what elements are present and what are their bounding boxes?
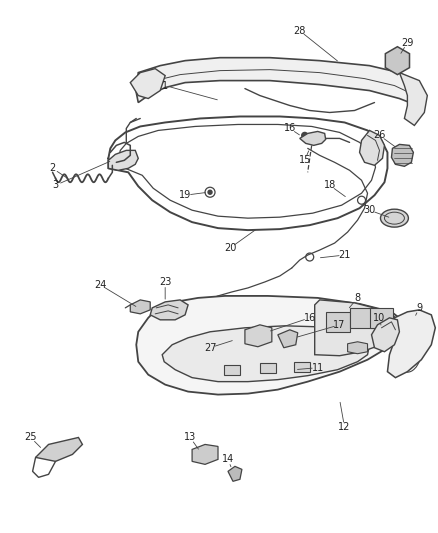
Polygon shape xyxy=(348,342,367,354)
Text: 24: 24 xyxy=(94,280,106,290)
Polygon shape xyxy=(162,326,370,382)
Text: 14: 14 xyxy=(222,455,234,464)
Polygon shape xyxy=(278,330,298,348)
Polygon shape xyxy=(35,438,82,462)
Text: 29: 29 xyxy=(401,38,413,48)
Polygon shape xyxy=(245,325,272,347)
Polygon shape xyxy=(388,310,435,378)
Polygon shape xyxy=(385,47,410,75)
Polygon shape xyxy=(136,296,404,394)
Polygon shape xyxy=(228,466,242,481)
Text: 16: 16 xyxy=(304,313,316,323)
Text: 26: 26 xyxy=(373,131,386,140)
Polygon shape xyxy=(192,445,218,464)
Text: 20: 20 xyxy=(224,243,236,253)
Circle shape xyxy=(208,190,212,194)
Polygon shape xyxy=(108,150,138,171)
Polygon shape xyxy=(371,318,399,352)
Text: 10: 10 xyxy=(373,313,385,323)
Polygon shape xyxy=(130,69,165,99)
Text: 9: 9 xyxy=(416,303,422,313)
Polygon shape xyxy=(300,132,326,146)
Polygon shape xyxy=(224,365,240,375)
Polygon shape xyxy=(350,308,374,328)
Text: 25: 25 xyxy=(25,432,37,442)
Text: 19: 19 xyxy=(179,190,191,200)
Text: 12: 12 xyxy=(339,423,351,432)
Text: 28: 28 xyxy=(293,26,306,36)
Text: 11: 11 xyxy=(311,362,324,373)
Polygon shape xyxy=(392,144,413,166)
Polygon shape xyxy=(150,300,188,320)
Text: 18: 18 xyxy=(324,180,336,190)
Polygon shape xyxy=(399,72,427,125)
Polygon shape xyxy=(326,312,350,332)
Text: 17: 17 xyxy=(333,320,346,330)
Ellipse shape xyxy=(381,209,408,227)
Polygon shape xyxy=(314,300,399,356)
Polygon shape xyxy=(294,362,310,372)
Text: 27: 27 xyxy=(204,343,216,353)
Text: 2: 2 xyxy=(49,163,56,173)
Text: 1: 1 xyxy=(162,80,168,91)
Text: 16: 16 xyxy=(284,124,296,133)
Text: 21: 21 xyxy=(339,250,351,260)
Text: 3: 3 xyxy=(53,180,59,190)
Polygon shape xyxy=(260,362,276,373)
Text: 23: 23 xyxy=(159,277,171,287)
Text: 8: 8 xyxy=(354,293,360,303)
Circle shape xyxy=(302,132,308,139)
Text: 15: 15 xyxy=(299,155,311,165)
Text: 13: 13 xyxy=(184,432,196,442)
Text: 30: 30 xyxy=(364,205,376,215)
Polygon shape xyxy=(370,308,393,328)
Polygon shape xyxy=(136,58,419,106)
Polygon shape xyxy=(360,131,385,165)
Polygon shape xyxy=(130,300,150,314)
